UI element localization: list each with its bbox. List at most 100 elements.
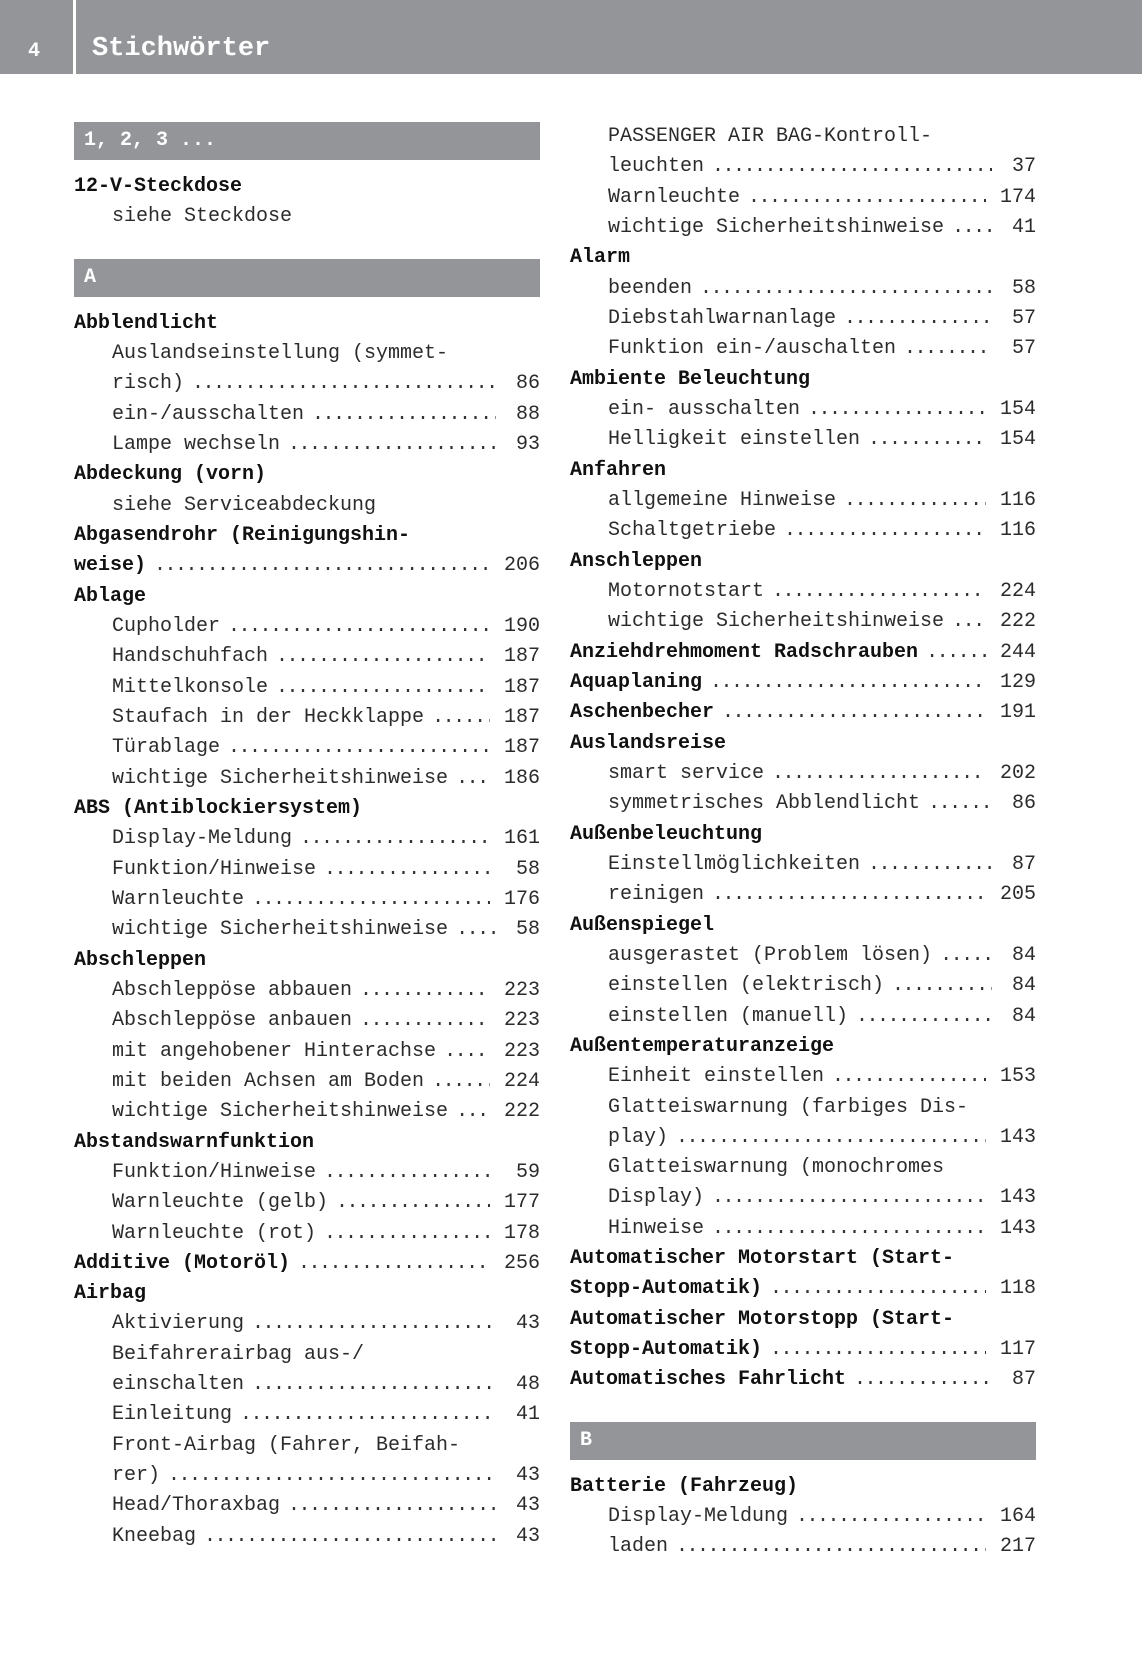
entry-text: einschalten xyxy=(112,1373,245,1397)
entry-text: Abblendlicht xyxy=(74,311,219,335)
dot-leader: ........................................… xyxy=(252,1373,496,1397)
page-reference: 58 xyxy=(515,918,540,942)
index-subentry: Helligkeit einstellen...................… xyxy=(570,425,1036,455)
page-reference: 43 xyxy=(515,1494,540,1518)
entry-text: ein- ausschalten xyxy=(608,397,801,421)
index-subentry: Diebstahlwarnanlage.....................… xyxy=(570,304,1036,334)
entry-text: laden xyxy=(608,1535,669,1559)
page-reference: 244 xyxy=(999,640,1036,664)
dot-leader: ........................................… xyxy=(844,306,992,330)
entry-text: smart service xyxy=(608,761,765,785)
entry-text: 12-V-Steckdose xyxy=(74,175,243,198)
entry-text: Einstellmöglichkeiten xyxy=(608,852,861,876)
entry-text: Ambiente Beleuchtung xyxy=(570,367,811,391)
index-subentry: Display-Meldung.........................… xyxy=(570,1502,1036,1532)
dot-leader: ........................................… xyxy=(868,852,992,876)
dot-leader: ........................................… xyxy=(748,185,986,209)
entry-text: Abschleppöse abbauen xyxy=(112,978,353,1002)
page-reference: 58 xyxy=(515,857,540,881)
entry-text: Anziehdrehmoment Radschrauben xyxy=(570,640,919,664)
entry-text: Warnleuchte (rot) xyxy=(112,1221,317,1245)
entry-text: Abschleppen xyxy=(74,948,207,972)
page-reference: 187 xyxy=(503,645,540,669)
entry-text: Automatischer Motorstopp (Start- xyxy=(570,1307,955,1331)
section-header: 1, 2, 3 ... xyxy=(74,122,540,160)
index-column-left: 1, 2, 3 ... 12-V-Steckdose siehe Steckdose… xyxy=(74,122,540,1552)
page-reference: 88 xyxy=(515,402,540,426)
index-subentry: risch)..................................… xyxy=(74,369,540,399)
page-reference: 224 xyxy=(503,1069,540,1093)
entry-text: Funktion ein-/auschalten xyxy=(608,337,897,361)
index-subentry: rer)....................................… xyxy=(74,1461,540,1491)
dot-leader: ........................................… xyxy=(324,1160,496,1184)
dot-leader: ........................................… xyxy=(324,1221,490,1245)
page-reference: 43 xyxy=(515,1312,540,1336)
index-subentry: Cupholder...............................… xyxy=(74,612,540,642)
dot-leader: ........................................… xyxy=(432,1069,490,1093)
index-subentry: wichtige Sicherheitshinweise............… xyxy=(74,915,540,945)
dot-leader: ........................................… xyxy=(444,1039,490,1063)
dot-leader: ........................................… xyxy=(710,670,986,694)
index-subentry: Hinweise................................… xyxy=(570,1214,1036,1244)
index-keyword: Stopp-Automatik)........................… xyxy=(570,1335,1036,1365)
index-subentry: Display-Meldung.........................… xyxy=(74,824,540,854)
index-keyword: Abschleppen xyxy=(74,946,540,976)
index-subentry: Head/Thoraxbag..........................… xyxy=(74,1491,540,1521)
index-subentry: Warnleuchte.............................… xyxy=(74,885,540,915)
dot-leader: ........................................… xyxy=(868,428,986,452)
dot-leader: ........................................… xyxy=(298,1251,490,1275)
index-subentry: Front-Airbag (Fahrer, Beifah- xyxy=(74,1431,540,1461)
dot-leader: ........................................… xyxy=(360,1009,490,1033)
entry-text: Warnleuchte xyxy=(112,887,245,911)
entry-text: Airbag xyxy=(74,1282,147,1306)
index-subentry: mit beiden Achsen am Boden..............… xyxy=(74,1067,540,1097)
entry-text: Außenbeleuchtung xyxy=(570,822,763,846)
entry-text: Helligkeit einstellen xyxy=(608,428,861,452)
dot-leader: ........................................… xyxy=(456,766,490,790)
page-reference: 205 xyxy=(999,883,1036,907)
dot-leader: ........................................… xyxy=(784,519,986,543)
index-keyword: Auslandsreise xyxy=(570,729,1036,759)
dot-leader: ........................................… xyxy=(228,736,490,760)
entry-text: Aschenbecher xyxy=(570,701,715,725)
entry-text: ausgerastet (Problem lösen) xyxy=(608,943,933,967)
entry-text: Aquaplaning xyxy=(570,670,703,694)
dot-leader: ........................................… xyxy=(772,761,986,785)
index-subentry: mit angehobener Hinterachse.............… xyxy=(74,1037,540,1067)
page-reference: 129 xyxy=(999,670,1036,694)
index-subentry: Lampe wechseln..........................… xyxy=(74,430,540,460)
entry-text: symmetrisches Abblendlicht xyxy=(608,792,921,816)
page-reference: 41 xyxy=(515,1403,540,1427)
index-keyword: Anfahren xyxy=(570,456,1036,486)
page-reference: 161 xyxy=(503,827,540,851)
dot-leader: ........................................… xyxy=(204,1524,496,1548)
entry-text: Staufach in der Heckklappe xyxy=(112,705,425,729)
entry-text: ABS (Antiblockiersystem) xyxy=(74,796,363,820)
entry-text: Lampe wechseln xyxy=(112,432,281,456)
index-subentry: ein- ausschalten........................… xyxy=(570,395,1036,425)
index-subentry: wichtige Sicherheitshinweise............… xyxy=(74,1097,540,1127)
dot-leader: ........................................… xyxy=(700,276,992,300)
index-keyword: Aquaplaning.............................… xyxy=(570,668,1036,698)
index-keyword: Ambiente Beleuchtung xyxy=(570,365,1036,395)
entry-text: Stopp-Automatik) xyxy=(570,1277,763,1301)
dot-leader: ........................................… xyxy=(926,640,986,664)
index-keyword: 12-V-Steckdose xyxy=(74,172,540,202)
entry-text: einstellen (manuell) xyxy=(608,1004,849,1028)
dot-leader: ........................................… xyxy=(154,554,490,578)
entry-text: Mittelkonsole xyxy=(112,675,269,699)
page-reference: 57 xyxy=(1011,337,1036,361)
page-reference: 191 xyxy=(999,701,1036,725)
index-keyword: Außenspiegel xyxy=(570,911,1036,941)
page-reference: 223 xyxy=(503,1009,540,1033)
entry-text: Hinweise xyxy=(608,1216,705,1240)
index-subentry: Display)................................… xyxy=(570,1183,1036,1213)
page-reference: 187 xyxy=(503,675,540,699)
entry-text: siehe Serviceabdeckung xyxy=(112,493,377,517)
dot-leader: ........................................… xyxy=(952,215,992,239)
dot-leader: ........................................… xyxy=(856,1004,992,1028)
index-subentry: Türablage...............................… xyxy=(74,733,540,763)
dot-leader: ........................................… xyxy=(324,857,496,881)
index-keyword: Anziehdrehmoment Radschrauben...........… xyxy=(570,638,1036,668)
dot-leader: ........................................… xyxy=(772,579,986,603)
